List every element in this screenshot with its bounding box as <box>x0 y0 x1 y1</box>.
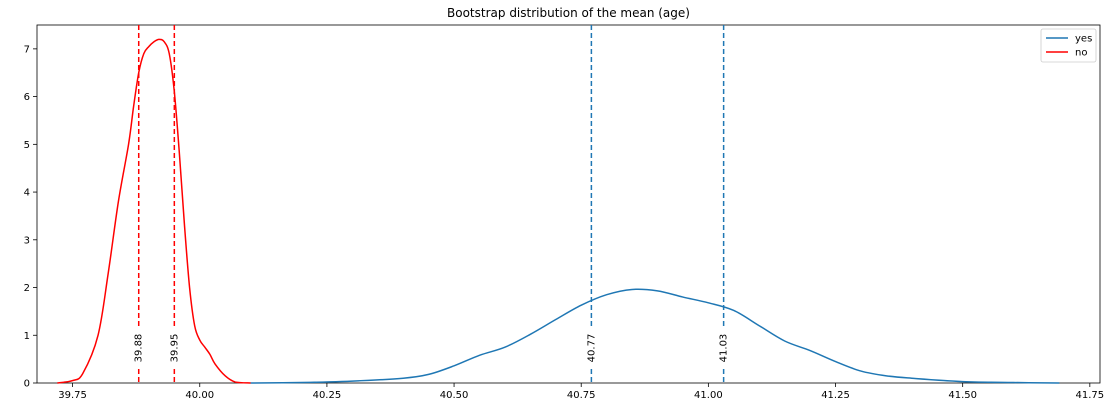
y-tick-label: 0 <box>24 379 30 390</box>
plot-frame <box>36 24 1101 384</box>
vline-label-bg <box>717 328 730 368</box>
legend-label-yes: yes <box>1075 34 1092 45</box>
x-tick-label: 40.50 <box>440 390 469 401</box>
y-tick-label: 2 <box>24 283 30 294</box>
vline-label-bg <box>168 328 181 368</box>
legend: yes no <box>1040 28 1097 63</box>
y-tick-label: 7 <box>24 44 30 55</box>
x-tick-label: 41.50 <box>948 390 977 401</box>
legend-label-no: no <box>1075 48 1087 59</box>
y-tick-label: 6 <box>24 92 30 103</box>
vline-label: 40.77 <box>586 334 597 363</box>
vline-label-bg <box>132 328 145 368</box>
y-tick-label: 1 <box>24 331 30 342</box>
plot-area: 39.75 40.00 40.25 40.50 40.75 41.00 41.25 41.50… <box>24 24 1105 401</box>
vline-label-bg <box>585 328 598 368</box>
x-tick-label: 41.25 <box>821 390 850 401</box>
vline-label: 39.95 <box>169 334 180 363</box>
series-line-no <box>57 38 251 384</box>
series-line-yes <box>250 288 1060 384</box>
x-tick-label: 40.25 <box>313 390 342 401</box>
y-tick-label: 3 <box>24 235 30 246</box>
x-tick-label: 41.00 <box>694 390 723 401</box>
x-tick-label: 41.75 <box>1076 390 1105 401</box>
y-tick-label: 4 <box>24 188 30 199</box>
x-tick-label: 40.00 <box>185 390 214 401</box>
x-tick-label: 39.75 <box>58 390 87 401</box>
chart-title: Bootstrap distribution of the mean (age) <box>447 6 690 20</box>
x-tick-label: 40.75 <box>567 390 596 401</box>
vline-label: 41.03 <box>719 334 730 363</box>
vline-label: 39.88 <box>134 334 145 363</box>
y-tick-label: 5 <box>24 140 30 151</box>
